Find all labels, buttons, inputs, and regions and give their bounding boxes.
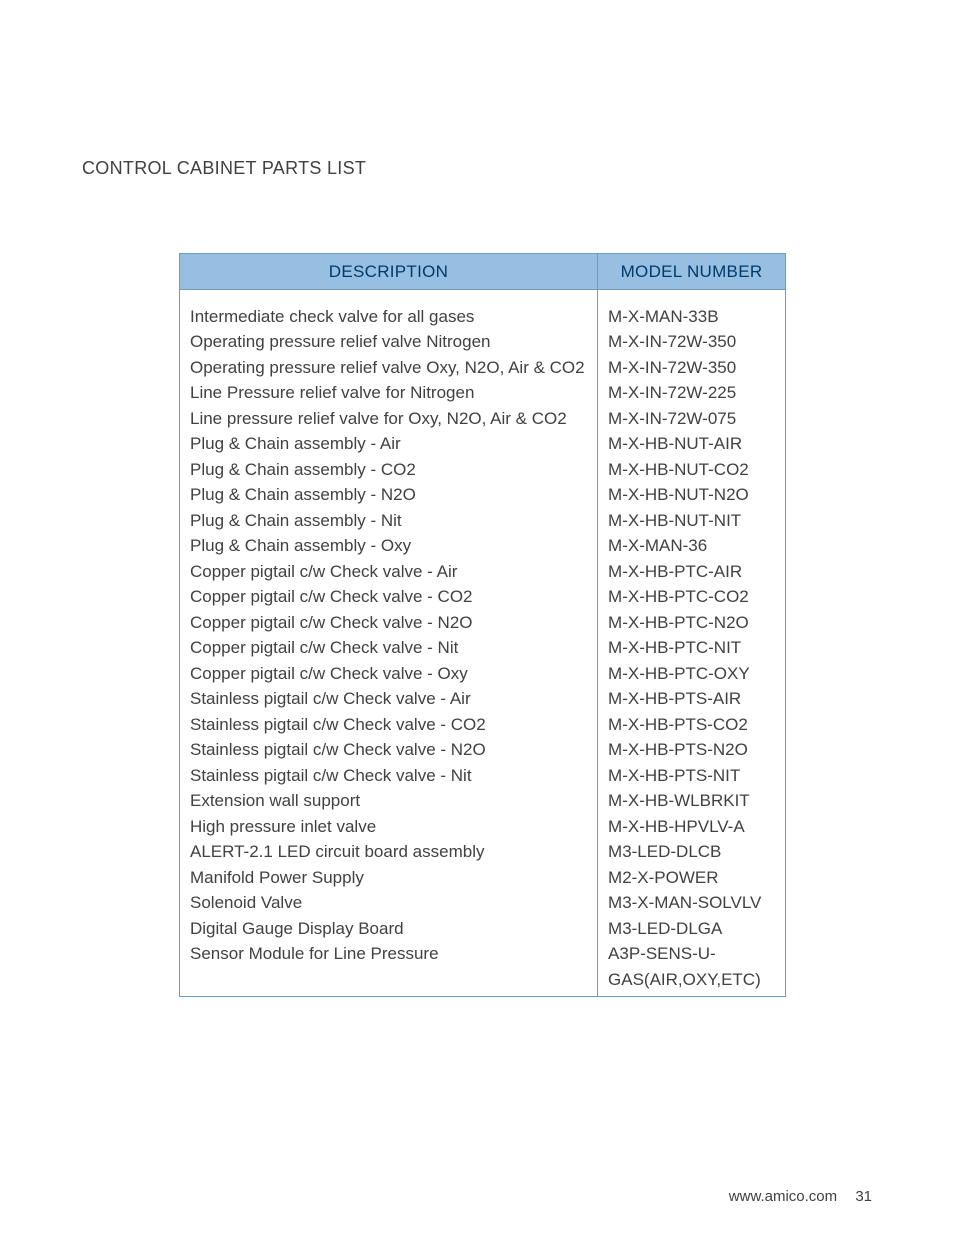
cell-model: M-X-HB-WLBRKIT bbox=[598, 788, 786, 814]
cell-model: M-X-HB-PTC-AIR bbox=[598, 559, 786, 585]
table-row: Manifold Power SupplyM2-X-POWER bbox=[180, 865, 786, 891]
table-row: Sensor Module for Line PressureA3P-SENS-… bbox=[180, 941, 786, 997]
table-row: Stainless pigtail c/w Check valve - N2OM… bbox=[180, 737, 786, 763]
cell-model: M-X-HB-NUT-NIT bbox=[598, 508, 786, 534]
cell-description: Line pressure relief valve for Oxy, N2O,… bbox=[180, 406, 598, 432]
cell-description: Copper pigtail c/w Check valve - Oxy bbox=[180, 661, 598, 687]
table-row: Stainless pigtail c/w Check valve - CO2M… bbox=[180, 712, 786, 738]
cell-description: Operating pressure relief valve Nitrogen bbox=[180, 329, 598, 355]
cell-model: M-X-HB-PTC-OXY bbox=[598, 661, 786, 687]
cell-description: Plug & Chain assembly - Oxy bbox=[180, 533, 598, 559]
cell-model: M-X-HB-PTS-NIT bbox=[598, 763, 786, 789]
table-row: Plug & Chain assembly - NitM-X-HB-NUT-NI… bbox=[180, 508, 786, 534]
cell-model: M-X-HB-PTC-CO2 bbox=[598, 584, 786, 610]
table-row: Copper pigtail c/w Check valve - AirM-X-… bbox=[180, 559, 786, 585]
page-title: CONTROL CABINET PARTS LIST bbox=[82, 158, 366, 179]
column-header-model: MODEL NUMBER bbox=[598, 254, 786, 290]
cell-model: M-X-HB-PTS-AIR bbox=[598, 686, 786, 712]
table-row: Solenoid ValveM3-X-MAN-SOLVLV bbox=[180, 890, 786, 916]
table-row: Copper pigtail c/w Check valve - NitM-X-… bbox=[180, 635, 786, 661]
cell-description: Plug & Chain assembly - Nit bbox=[180, 508, 598, 534]
table-row: Copper pigtail c/w Check valve - N2OM-X-… bbox=[180, 610, 786, 636]
cell-model: M-X-HB-NUT-CO2 bbox=[598, 457, 786, 483]
table-spacer-row bbox=[180, 290, 786, 304]
footer-url: www.amico.com bbox=[729, 1188, 837, 1205]
cell-model: M-X-IN-72W-350 bbox=[598, 355, 786, 381]
cell-model: M-X-HB-PTC-NIT bbox=[598, 635, 786, 661]
cell-description: Copper pigtail c/w Check valve - Air bbox=[180, 559, 598, 585]
table-row: Digital Gauge Display BoardM3-LED-DLGA bbox=[180, 916, 786, 942]
cell-description: Stainless pigtail c/w Check valve - CO2 bbox=[180, 712, 598, 738]
cell-description: Plug & Chain assembly - Air bbox=[180, 431, 598, 457]
table-header-row: DESCRIPTION MODEL NUMBER bbox=[180, 254, 786, 290]
document-page: CONTROL CABINET PARTS LIST DESCRIPTION M… bbox=[0, 0, 954, 1235]
cell-model: M-X-IN-72W-075 bbox=[598, 406, 786, 432]
parts-table: DESCRIPTION MODEL NUMBER Intermediate ch… bbox=[179, 253, 786, 997]
cell-description: Line Pressure relief valve for Nitrogen bbox=[180, 380, 598, 406]
table-row: Operating pressure relief valve Nitrogen… bbox=[180, 329, 786, 355]
cell-description: Plug & Chain assembly - N2O bbox=[180, 482, 598, 508]
cell-model: M3-LED-DLGA bbox=[598, 916, 786, 942]
cell-model: M-X-IN-72W-225 bbox=[598, 380, 786, 406]
cell-model: M-X-IN-72W-350 bbox=[598, 329, 786, 355]
cell-description: ALERT-2.1 LED circuit board assembly bbox=[180, 839, 598, 865]
table-row: Plug & Chain assembly - N2OM-X-HB-NUT-N2… bbox=[180, 482, 786, 508]
cell-description: Plug & Chain assembly - CO2 bbox=[180, 457, 598, 483]
table-row: Stainless pigtail c/w Check valve - AirM… bbox=[180, 686, 786, 712]
cell-description: Intermediate check valve for all gases bbox=[180, 304, 598, 330]
cell-model: M-X-HB-PTC-N2O bbox=[598, 610, 786, 636]
table-row: Stainless pigtail c/w Check valve - NitM… bbox=[180, 763, 786, 789]
cell-description: Manifold Power Supply bbox=[180, 865, 598, 891]
cell-model: M-X-MAN-33B bbox=[598, 304, 786, 330]
cell-description: Copper pigtail c/w Check valve - CO2 bbox=[180, 584, 598, 610]
footer-page-number: 31 bbox=[855, 1188, 872, 1205]
table-row: High pressure inlet valveM-X-HB-HPVLV-A bbox=[180, 814, 786, 840]
cell-description: Stainless pigtail c/w Check valve - N2O bbox=[180, 737, 598, 763]
cell-description: Operating pressure relief valve Oxy, N2O… bbox=[180, 355, 598, 381]
cell-model: M3-X-MAN-SOLVLV bbox=[598, 890, 786, 916]
table-row: ALERT-2.1 LED circuit board assemblyM3-L… bbox=[180, 839, 786, 865]
table-row: Plug & Chain assembly - CO2M-X-HB-NUT-CO… bbox=[180, 457, 786, 483]
table-row: Line Pressure relief valve for NitrogenM… bbox=[180, 380, 786, 406]
table-row: Plug & Chain assembly - OxyM-X-MAN-36 bbox=[180, 533, 786, 559]
table-row: Copper pigtail c/w Check valve - CO2M-X-… bbox=[180, 584, 786, 610]
cell-description: Solenoid Valve bbox=[180, 890, 598, 916]
cell-model: M-X-HB-NUT-N2O bbox=[598, 482, 786, 508]
table-row: Line pressure relief valve for Oxy, N2O,… bbox=[180, 406, 786, 432]
table-row: Operating pressure relief valve Oxy, N2O… bbox=[180, 355, 786, 381]
cell-description: Stainless pigtail c/w Check valve - Nit bbox=[180, 763, 598, 789]
cell-description: Stainless pigtail c/w Check valve - Air bbox=[180, 686, 598, 712]
cell-description: Extension wall support bbox=[180, 788, 598, 814]
table-row: Extension wall supportM-X-HB-WLBRKIT bbox=[180, 788, 786, 814]
cell-model: M3-LED-DLCB bbox=[598, 839, 786, 865]
column-header-description: DESCRIPTION bbox=[180, 254, 598, 290]
cell-model: A3P-SENS-U-GAS(AIR,OXY,ETC) bbox=[598, 941, 786, 997]
cell-description: Copper pigtail c/w Check valve - N2O bbox=[180, 610, 598, 636]
cell-description: Digital Gauge Display Board bbox=[180, 916, 598, 942]
cell-model: M-X-MAN-36 bbox=[598, 533, 786, 559]
cell-model: M-X-HB-PTS-CO2 bbox=[598, 712, 786, 738]
cell-model: M-X-HB-HPVLV-A bbox=[598, 814, 786, 840]
table-body: Intermediate check valve for all gasesM-… bbox=[180, 290, 786, 997]
cell-description: High pressure inlet valve bbox=[180, 814, 598, 840]
table-row: Plug & Chain assembly - AirM-X-HB-NUT-AI… bbox=[180, 431, 786, 457]
cell-description: Sensor Module for Line Pressure bbox=[180, 941, 598, 997]
table-row: Intermediate check valve for all gasesM-… bbox=[180, 304, 786, 330]
parts-table-wrap: DESCRIPTION MODEL NUMBER Intermediate ch… bbox=[179, 253, 786, 997]
cell-model: M-X-HB-NUT-AIR bbox=[598, 431, 786, 457]
cell-model: M2-X-POWER bbox=[598, 865, 786, 891]
page-footer: www.amico.com 31 bbox=[729, 1188, 872, 1205]
cell-model: M-X-HB-PTS-N2O bbox=[598, 737, 786, 763]
cell-description: Copper pigtail c/w Check valve - Nit bbox=[180, 635, 598, 661]
table-row: Copper pigtail c/w Check valve - OxyM-X-… bbox=[180, 661, 786, 687]
